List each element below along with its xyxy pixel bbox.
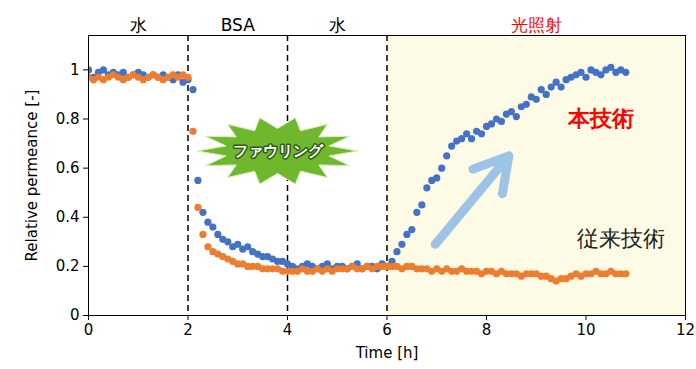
svg-text:0.6: 0.6 [56, 159, 80, 177]
svg-text:従来技術: 従来技術 [577, 226, 665, 251]
svg-text:0.2: 0.2 [56, 257, 80, 275]
svg-text:0: 0 [70, 306, 80, 324]
svg-text:0: 0 [84, 321, 94, 339]
svg-text:12: 12 [676, 321, 695, 339]
svg-text:ファウリング: ファウリング [233, 142, 324, 160]
svg-text:BSA: BSA [221, 15, 255, 35]
svg-text:光照射: 光照射 [511, 15, 562, 35]
svg-text:本技術: 本技術 [567, 106, 634, 131]
svg-text:8: 8 [482, 321, 492, 339]
svg-text:Time [h]: Time [h] [355, 344, 419, 362]
svg-text:水: 水 [130, 15, 147, 35]
svg-text:水: 水 [329, 15, 346, 35]
svg-text:0.4: 0.4 [56, 208, 80, 226]
svg-text:Relative permeance [-]: Relative permeance [-] [23, 90, 41, 262]
svg-text:10: 10 [576, 321, 595, 339]
svg-text:2: 2 [183, 321, 193, 339]
svg-text:1: 1 [70, 61, 80, 79]
svg-text:0.8: 0.8 [56, 110, 80, 128]
svg-text:6: 6 [382, 321, 392, 339]
svg-text:4: 4 [283, 321, 293, 339]
